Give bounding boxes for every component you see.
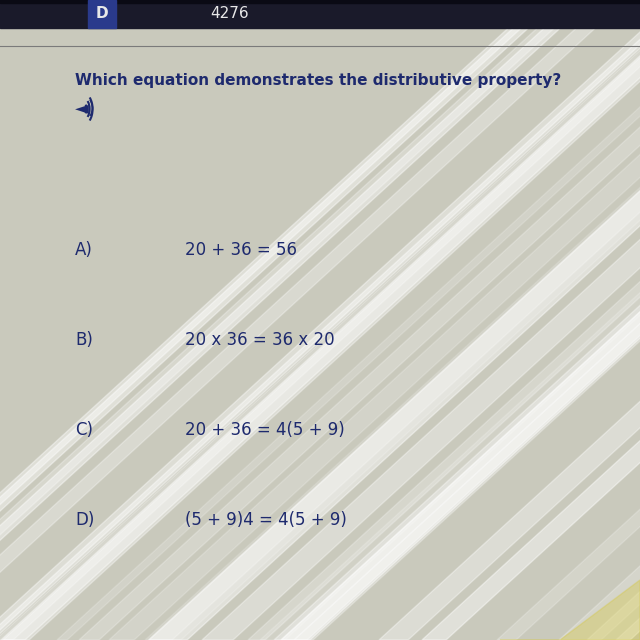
Polygon shape (0, 0, 559, 640)
Polygon shape (274, 0, 640, 640)
Text: 20 + 36 = 56: 20 + 36 = 56 (185, 241, 297, 259)
Polygon shape (281, 0, 640, 640)
Polygon shape (587, 0, 640, 640)
Text: 20 + 36 = 4(5 + 9): 20 + 36 = 4(5 + 9) (185, 421, 345, 439)
Polygon shape (500, 580, 640, 640)
Polygon shape (148, 0, 640, 640)
Polygon shape (559, 0, 640, 640)
Polygon shape (3, 0, 640, 640)
Polygon shape (379, 0, 640, 640)
Text: B): B) (75, 331, 93, 349)
Polygon shape (0, 0, 591, 640)
Text: (5 + 9)4 = 4(5 + 9): (5 + 9)4 = 4(5 + 9) (185, 511, 347, 529)
Polygon shape (109, 0, 640, 640)
Text: D): D) (75, 511, 94, 529)
Text: Which equation demonstrates the distributive property?: Which equation demonstrates the distribu… (75, 74, 561, 88)
Polygon shape (281, 0, 640, 640)
Text: 20 x 36 = 36 x 20: 20 x 36 = 36 x 20 (185, 331, 335, 349)
Polygon shape (149, 0, 640, 640)
Polygon shape (422, 0, 640, 640)
Polygon shape (0, 0, 552, 640)
Polygon shape (0, 0, 585, 640)
Text: D: D (96, 6, 108, 22)
Text: A): A) (75, 241, 93, 259)
Bar (0, 0, 640, 28)
Polygon shape (260, 0, 640, 640)
Polygon shape (248, 0, 640, 640)
Polygon shape (294, 0, 640, 640)
Text: 4276: 4276 (210, 6, 248, 22)
Polygon shape (0, 0, 626, 640)
Polygon shape (145, 0, 640, 640)
Polygon shape (616, 0, 640, 640)
Polygon shape (497, 0, 640, 640)
Polygon shape (202, 0, 640, 640)
Text: C): C) (75, 421, 93, 439)
Text: ◄): ◄) (75, 100, 96, 118)
Polygon shape (57, 0, 640, 640)
Polygon shape (79, 0, 640, 640)
Bar (88, 0, 116, 28)
Bar (0, 0, 640, 3)
